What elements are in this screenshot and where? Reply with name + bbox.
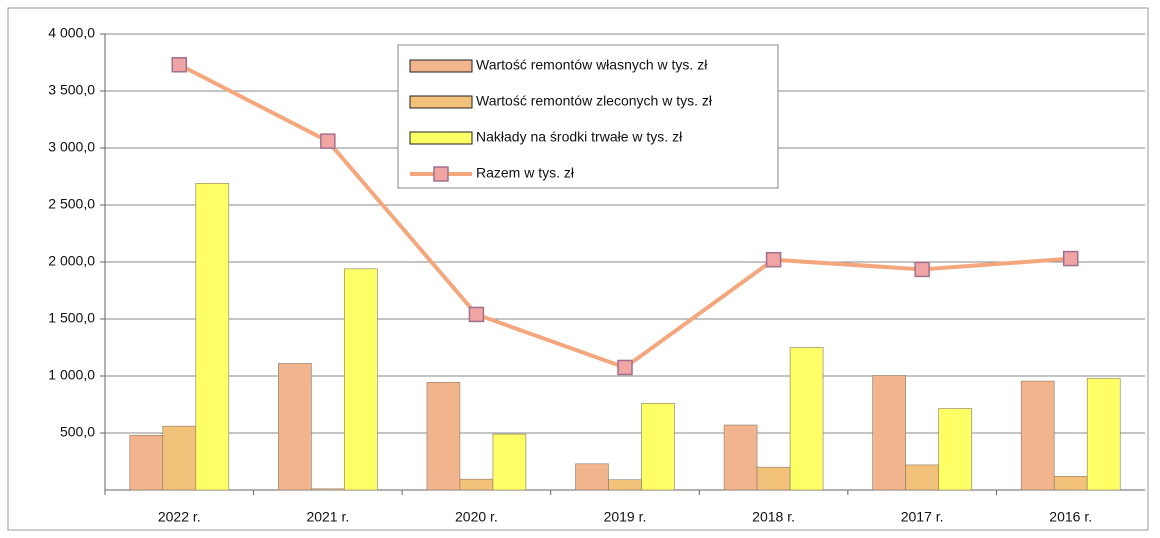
marker [171,57,188,73]
bar [641,403,675,491]
bar [756,466,791,491]
legend-swatch [409,59,473,73]
marker [468,306,485,323]
x-tick-label: 2017 r. [901,509,944,525]
bar [426,381,461,491]
bar [492,433,527,491]
y-tick-label: 2 000,0 [48,253,95,269]
bar [344,268,378,491]
legend-marker [433,166,449,182]
bar [723,424,758,491]
marker [914,261,930,278]
marker [765,251,782,268]
bar [311,488,345,491]
x-tick-label: 2019 r. [604,509,647,525]
bar [938,408,972,491]
legend-label: Razem w tys. zł [476,165,575,181]
legend-label: Nakłady na środki trwałe w tys. zł [476,129,683,145]
marker [617,359,633,376]
bar [278,363,312,491]
marker [320,133,336,149]
y-tick-label: 500,0 [60,424,95,440]
y-tick-label: 3 500,0 [48,82,95,98]
bar [1053,476,1088,491]
bar [195,183,230,491]
y-tick-label: 4 000,0 [48,25,95,41]
bar [905,464,939,491]
bar [608,479,642,491]
x-tick-label: 2018 r. [752,509,795,525]
bar [1020,380,1055,491]
bar [575,463,609,491]
y-tick-label: 2 500,0 [48,196,95,212]
x-tick-label: 2016 r. [1049,509,1092,525]
y-tick-label: 3 000,0 [48,139,95,155]
bar [789,347,824,491]
bar [459,478,494,491]
bar [129,434,164,491]
marker [1062,250,1079,267]
x-tick-label: 2020 r. [455,509,498,525]
bar [162,425,197,491]
bar [1086,377,1121,491]
x-tick-label: 2021 r. [306,509,349,525]
bar [872,375,906,491]
legend-label: Wartość remontów własnych w tys. zł [476,57,708,73]
legend-swatch [409,95,473,109]
y-tick-label: 1 000,0 [48,367,95,383]
y-tick-label: 1 500,0 [48,310,95,326]
x-tick-label: 2022 r. [158,509,201,525]
legend-swatch [409,131,473,145]
legend-label: Wartość remontów zleconych w tys. zł [476,93,713,109]
